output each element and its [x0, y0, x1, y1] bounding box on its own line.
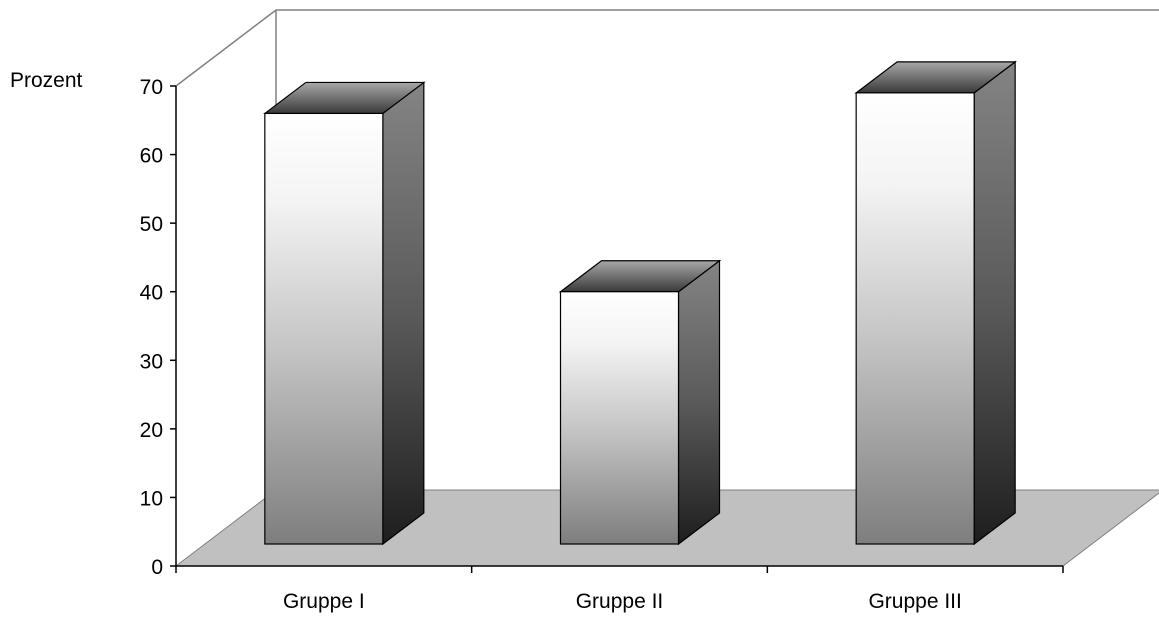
bar-side [973, 60, 1016, 546]
y-axis: 0 10 20 30 40 50 60 70 [140, 76, 177, 579]
bar-front [264, 112, 384, 545]
x-category-label: Gruppe II [576, 590, 664, 613]
y-tick-label: 20 [140, 419, 163, 442]
bar-side [382, 81, 425, 546]
bar-front [559, 291, 680, 545]
bar-side [677, 259, 721, 546]
bar-front [855, 92, 975, 545]
x-axis: Gruppe I Gruppe II Gruppe III [175, 565, 1064, 613]
y-tick-label: 40 [140, 282, 163, 305]
bar [558, 259, 722, 546]
bars-group [263, 60, 1017, 546]
wall-top-edge [175, 9, 277, 87]
y-tick-label: 50 [140, 213, 163, 236]
bar [854, 60, 1017, 546]
y-axis-title: Prozent [10, 69, 83, 92]
y-tick-label: 60 [140, 145, 163, 168]
y-tick-label: 70 [140, 76, 163, 99]
y-tick-label: 0 [151, 556, 163, 579]
y-tick-label: 30 [140, 350, 163, 373]
bar [263, 81, 426, 546]
x-category-label: Gruppe III [868, 590, 961, 613]
y-tick-label: 10 [140, 487, 163, 510]
x-category-label: Gruppe I [283, 590, 365, 613]
